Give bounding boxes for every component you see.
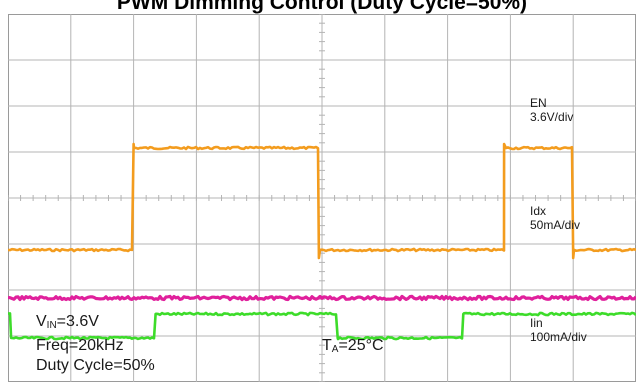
idx-trace <box>8 311 636 341</box>
vin-value: =3.6V <box>56 313 99 330</box>
ta-sub: A <box>331 344 339 355</box>
vin-annotation: VIN=3.6V <box>36 312 155 336</box>
traces <box>8 142 636 341</box>
ta-annotation: TA=25°C <box>322 336 384 360</box>
iin-trace <box>8 294 636 302</box>
iin-scale: 100mA/div <box>530 330 587 344</box>
freq-annotation: Freq=20kHz <box>36 337 124 354</box>
en-label: EN 3.6V/div <box>530 96 573 124</box>
oscilloscope-plot <box>8 14 636 382</box>
en-name: EN <box>530 96 547 110</box>
vin-sub: IN <box>46 320 57 331</box>
duty-annotation: Duty Cycle=50% <box>36 357 155 374</box>
grid-lines <box>8 14 636 382</box>
idx-label: Idx 50mA/div <box>530 204 580 232</box>
ta-value: =25°C <box>338 337 384 354</box>
ta-main: T <box>322 337 332 354</box>
iin-name: Iin <box>530 316 543 330</box>
iin-label: Iin 100mA/div <box>530 316 587 344</box>
chart-title: PWM Dimming Control (Duty Cycle=50%) <box>116 0 528 14</box>
idx-name: Idx <box>530 204 547 218</box>
en-scale: 3.6V/div <box>530 110 574 124</box>
vin-main: V <box>36 313 47 330</box>
conditions-block: VIN=3.6V Freq=20kHz Duty Cycle=50% <box>36 312 155 376</box>
idx-scale: 50mA/div <box>530 218 581 232</box>
en-trace <box>8 142 636 260</box>
